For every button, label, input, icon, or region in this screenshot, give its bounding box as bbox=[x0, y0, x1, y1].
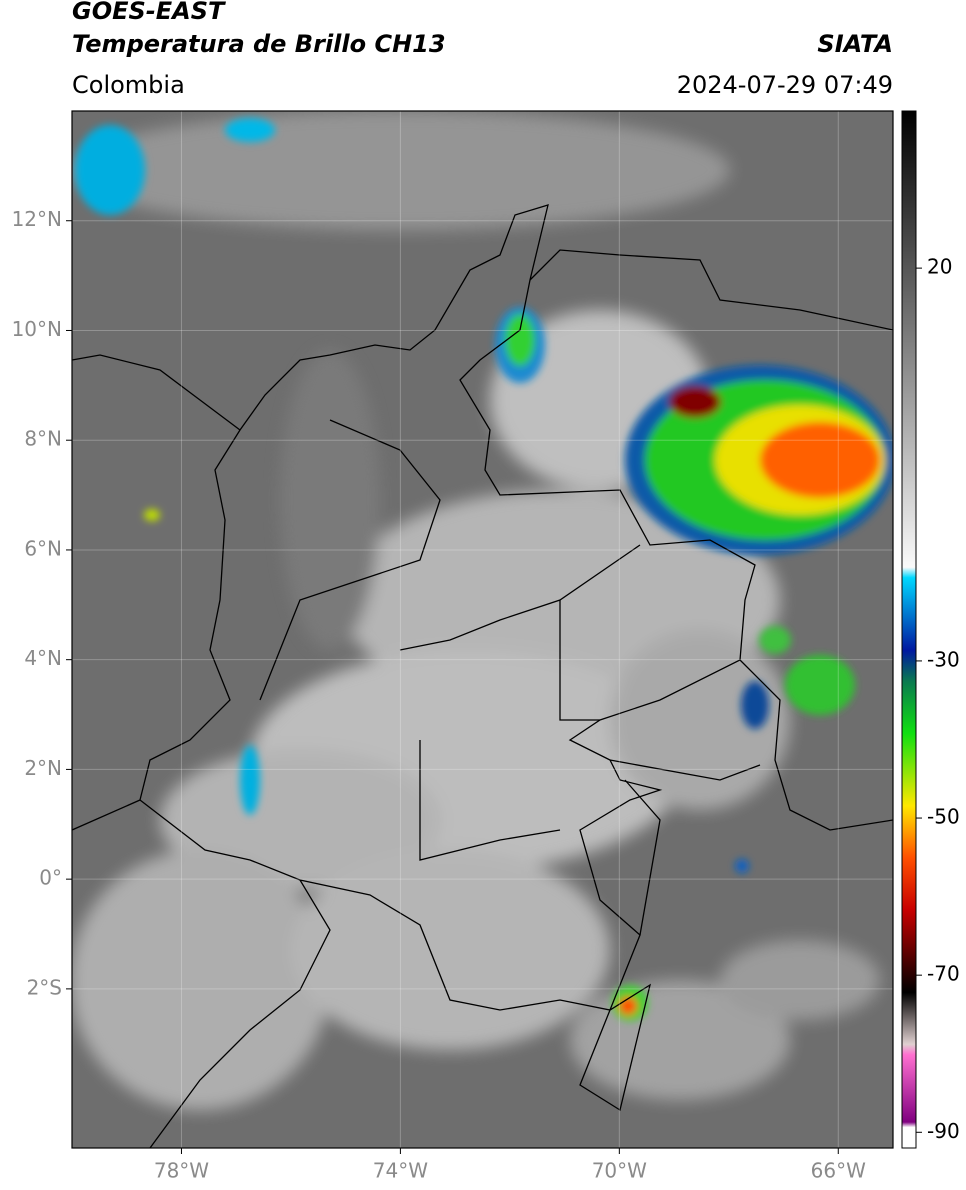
region: Colombia bbox=[72, 71, 185, 99]
colorbar-tick-label: -30 bbox=[927, 647, 960, 671]
colorbar bbox=[901, 110, 917, 1149]
ticks: 78°W 74°W 70°W 66°W 12°N 10°N 8°N 6°N 4°N 2°N 0° 2°… bbox=[12, 207, 960, 1182]
borders bbox=[72, 204, 893, 1148]
y-tick-label: 6°N bbox=[24, 536, 62, 560]
y-tick-label: 10°N bbox=[12, 317, 62, 341]
source: SIATA bbox=[817, 30, 893, 58]
colorbar-tick-label: -90 bbox=[927, 1119, 960, 1143]
colorbar-tick-label: -70 bbox=[927, 962, 960, 986]
grid bbox=[72, 111, 893, 1148]
x-tick-label: 66°W bbox=[811, 1159, 866, 1183]
colorbar-tick-label: 20 bbox=[927, 255, 952, 279]
title: GOES-EAST bbox=[72, 0, 226, 25]
y-tick-label: 2°S bbox=[27, 975, 62, 999]
x-tick-label: 70°W bbox=[592, 1159, 647, 1183]
colorbar-tick-label: -50 bbox=[927, 805, 960, 829]
y-tick-label: 0° bbox=[39, 866, 62, 890]
datetime: 2024-07-29 07:49 bbox=[677, 71, 893, 99]
y-tick-label: 12°N bbox=[12, 207, 62, 231]
x-tick-label: 78°W bbox=[154, 1159, 209, 1183]
x-tick-label: 74°W bbox=[373, 1159, 428, 1183]
y-tick-label: 4°N bbox=[24, 646, 62, 670]
y-tick-label: 2°N bbox=[24, 756, 62, 780]
map-frame bbox=[71, 110, 894, 1149]
subtitle: Temperatura de Brillo CH13 bbox=[72, 30, 446, 58]
y-tick-label: 8°N bbox=[24, 427, 62, 451]
satellite-image bbox=[72, 111, 893, 1148]
